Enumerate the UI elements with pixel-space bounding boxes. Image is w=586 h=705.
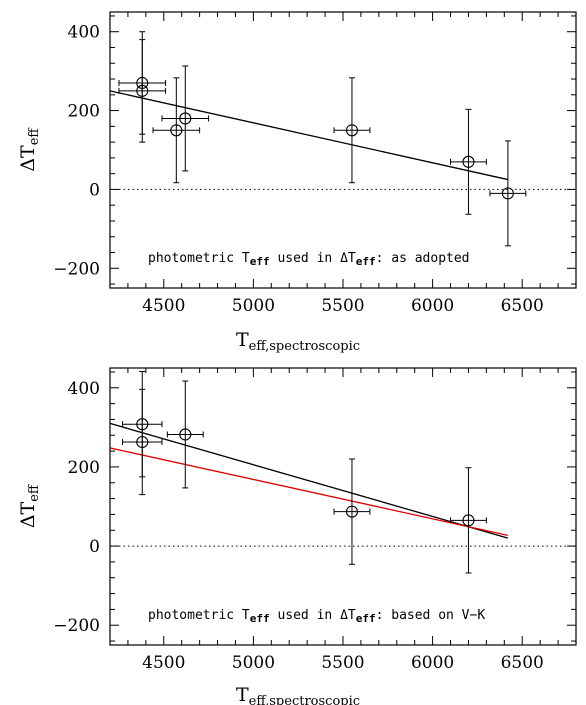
annotation-text: : based on V−K [376,608,486,623]
data-point [333,458,371,565]
fit-line-2 [109,447,509,537]
data-point [152,77,201,184]
y-tick-label: 200 [68,102,100,122]
x-ticks [109,368,577,645]
x-axis-label: Teff,spectroscopic [236,684,360,705]
y-axis-label: ΔTeff [17,127,42,172]
fit-line-1 [109,90,509,181]
x-axis-label-subscript: eff,spectroscopic [249,339,360,354]
y-axis-label-subscript: eff [27,483,42,502]
x-tick-label: 5000 [232,296,275,316]
y-tick-label: 400 [68,379,100,399]
panel-annotation: photometric Teff used in ΔTeff: based on… [148,608,485,625]
y-tick-label: 200 [68,458,100,478]
data-marker [179,112,192,125]
y-axis-label-main: ΔT [17,501,39,528]
x-axis-label: Teff,spectroscopic [236,329,360,354]
data-point [122,388,163,496]
x-axis-label-subscript: eff,spectroscopic [249,694,360,705]
data-marker [170,124,183,137]
data-point [166,380,204,489]
fit-line-1 [109,422,509,539]
x-tick-label: 5500 [321,653,364,673]
annotation-text: used in ΔT [270,251,356,266]
data-point [489,140,527,247]
data-marker [345,124,359,137]
y-tick-label: −200 [53,616,100,636]
x-tick-label: 4500 [142,296,185,316]
y-tick-label: 0 [89,180,100,200]
x-tick-label: 6000 [411,653,454,673]
panel-annotation: photometric Teff used in ΔTeff: as adopt… [148,251,470,268]
x-tick-label: 6500 [501,296,544,316]
x-tick-label: 6500 [501,653,544,673]
data-marker [136,84,149,97]
annotation-subscript: eff [250,612,270,625]
data-point [450,108,487,215]
data-point [333,77,371,184]
y-tick-label: 400 [68,23,100,43]
x-ticks [109,12,577,288]
x-tick-label: 5500 [321,296,364,316]
annotation-text: photometric T [148,608,250,623]
plot-frame [109,367,577,646]
data-marker [345,505,359,518]
chart-panel-2: 4500 5000 5500 6000 6500 −200 0 200 400 photometr… [17,367,577,705]
data-marker [462,514,475,527]
x-tick-label: 6000 [411,296,454,316]
y-axis-label-subscript: eff [27,127,42,146]
y-ticks [110,15,576,285]
x-tick-label: 4500 [142,653,185,673]
chart-panel-1: 4500 5000 5500 6000 6500 −200 0 200 400 photometr… [17,11,577,354]
y-axis-label: ΔTeff [17,483,42,528]
annotation-text: : as adopted [376,251,470,266]
annotation-text: used in ΔT [270,608,356,623]
data-marker [462,155,475,168]
data-marker [179,428,192,441]
y-axis-label-main: ΔT [17,145,39,172]
data-point [118,39,167,143]
y-tick-label: 0 [89,537,100,557]
data-point [450,467,487,574]
data-marker [136,435,149,449]
plot-frame [109,11,577,289]
x-axis-label-main: T [236,329,249,351]
annotation-subscript: eff [250,255,270,268]
y-tick-label: −200 [53,259,100,279]
x-axis-label-main: T [236,684,249,705]
x-tick-label: 5000 [232,653,275,673]
annotation-subscript: eff [356,612,376,625]
data-marker [501,187,514,200]
annotation-subscript: eff [356,255,376,268]
data-point [161,65,210,172]
y-ticks [110,371,576,642]
annotation-text: photometric T [148,251,250,266]
